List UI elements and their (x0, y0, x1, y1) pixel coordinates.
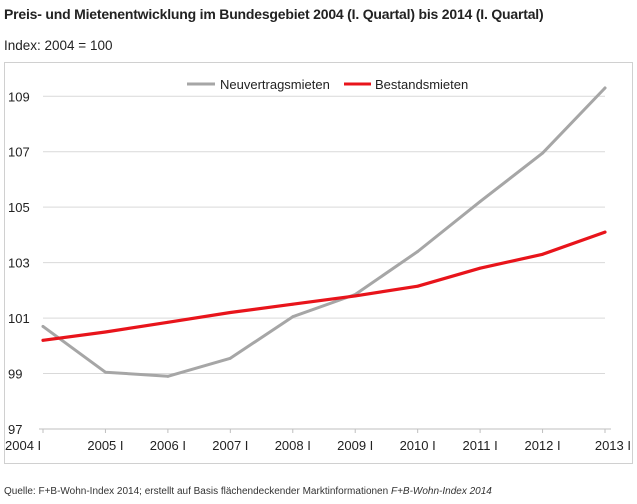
series-0-point-9 (603, 86, 607, 90)
chart-area: 97 99 101 103 105 107 109 2004 I 2005 I 2006 I 200… (4, 62, 633, 464)
series-0-point-8 (541, 151, 544, 155)
series-1-point-0 (41, 338, 45, 342)
series-line-0 (41, 86, 607, 378)
y-tick-label-97: 97 (8, 422, 22, 437)
y-tick-label-103: 103 (8, 256, 30, 271)
x-tick-label-6: 2010 I (400, 438, 436, 453)
source-note: Quelle: F+B-Wohn-Index 2014; erstellt au… (4, 486, 492, 497)
source-italic: F+B-Wohn-Index 2014 (390, 486, 492, 497)
series-0-point-4 (291, 315, 295, 319)
series-0-point-3 (228, 356, 232, 360)
y-tick-label-107: 107 (8, 145, 30, 160)
y-tick-label-109: 109 (8, 89, 30, 104)
series-1-point-8 (541, 252, 544, 256)
y-tick-label-99: 99 (8, 367, 22, 382)
series-1-point-6 (416, 284, 420, 288)
x-tick-label-0: 2004 I (5, 438, 41, 453)
series-line-1 (41, 230, 607, 342)
y-tick-label-101: 101 (8, 311, 30, 326)
series-1-point-1 (104, 330, 107, 334)
chart-title: Preis- und Mietenentwicklung im Bundesge… (4, 6, 544, 22)
series-1-point-5 (353, 294, 357, 298)
x-tick-label-2: 2006 I (150, 438, 186, 453)
line-chart: 97 99 101 103 105 107 109 2004 I 2005 I 2006 I 200… (5, 77, 631, 453)
series-1-point-7 (478, 266, 482, 270)
legend-label-1: Bestandsmieten (375, 77, 468, 92)
x-tick-label-7: 2011 I (463, 438, 498, 453)
series-1-point-2 (166, 320, 170, 324)
series-0-point-2 (166, 374, 170, 378)
series-1-point-3 (228, 311, 232, 314)
x-tick-label-4: 2008 I (275, 438, 311, 453)
x-tick-label-5: 2009 I (337, 438, 373, 453)
series-1-point-4 (291, 302, 295, 306)
y-tick-label-105: 105 (8, 200, 30, 215)
series-1-point-9 (603, 230, 607, 234)
series-0-point-0 (41, 325, 45, 328)
legend-label-0: Neuvertragsmieten (220, 77, 330, 92)
x-tick-label-3: 2007 I (212, 438, 248, 453)
source-text: Quelle: F+B-Wohn-Index 2014; erstellt au… (4, 486, 391, 497)
x-tick-label-8: 2012 I (524, 438, 560, 453)
x-tick-label-1: 2005 I (87, 438, 123, 453)
x-tick-label-9: 2013 I (595, 438, 631, 453)
series-0-point-1 (104, 370, 107, 374)
chart-subtitle: Index: 2004 = 100 (4, 38, 113, 53)
series-0-point-6 (416, 250, 420, 253)
series-0-point-7 (478, 200, 482, 204)
